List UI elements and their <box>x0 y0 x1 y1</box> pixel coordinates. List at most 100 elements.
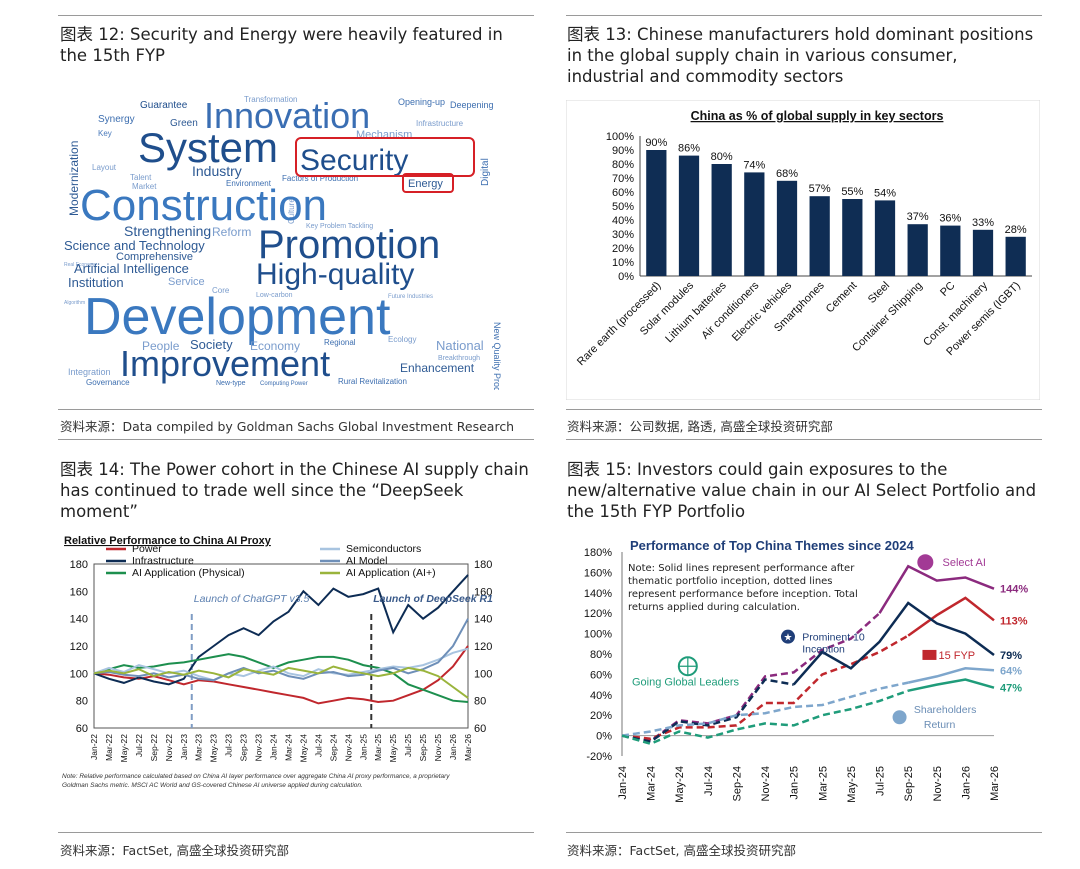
bar <box>678 155 700 276</box>
legend-label: Semiconductors <box>346 543 421 555</box>
wc-word: Future Industries <box>388 294 433 300</box>
series-label: 15 FYP <box>938 650 975 662</box>
series-line <box>907 667 995 684</box>
y-tick-label: 20% <box>612 243 634 255</box>
data-label: 33% <box>972 217 994 229</box>
x-tick-label: Nov-25 <box>433 734 443 762</box>
x-tick-label: Jul-25 <box>403 734 413 757</box>
wc-word: Guarantee <box>140 100 188 111</box>
wc-word: Energy <box>408 178 443 190</box>
wc-word: Transformation <box>244 95 298 104</box>
x-tick-label: Sep-22 <box>149 734 159 762</box>
x-tick-label: May-25 <box>846 766 858 803</box>
wc-word: Strengthening <box>124 223 211 239</box>
y-tick-label: 60% <box>612 187 634 199</box>
wc-word: New-type <box>216 380 246 387</box>
wc-word: Ecology <box>388 335 416 344</box>
chart-note: Goldman Sachs metric. MSCI AC World and … <box>62 782 363 789</box>
y-tick-label: 120% <box>584 608 612 620</box>
y-tick-label: 40% <box>612 215 634 227</box>
wc-word: Breakthrough <box>438 355 480 362</box>
legend-label: Infrastructure <box>132 555 194 567</box>
end-label: 113% <box>1000 615 1028 627</box>
x-tick-label: Mar-25 <box>373 734 383 761</box>
x-tick-label: May-22 <box>119 734 129 763</box>
y-tick-label: 140% <box>584 588 612 600</box>
bar <box>874 200 896 276</box>
wc-word: Environment <box>226 179 272 188</box>
wc-word: Society <box>190 337 233 352</box>
series-line <box>93 618 469 682</box>
x-tick-label: Sep-24 <box>328 734 338 762</box>
wc-word: Factors of Production <box>282 174 358 183</box>
series-line <box>93 574 469 686</box>
chart-title: China as % of global supply in key secto… <box>691 109 944 123</box>
x-tick-label: Sep-23 <box>239 734 249 762</box>
x-tick-label: Jul-25 <box>875 766 887 796</box>
chart-title: Performance of Top China Themes since 20… <box>630 538 914 553</box>
bar <box>711 164 732 276</box>
end-label: 47% <box>1000 683 1022 695</box>
wc-word: Real Economy <box>64 262 97 268</box>
wc-word: High-quality <box>256 258 414 291</box>
wc-word: Improvement <box>120 343 330 384</box>
bar <box>940 225 961 276</box>
wc-word: Digital <box>480 158 491 186</box>
wc-word: Artificial Intelligence <box>74 261 189 276</box>
fig14-title: 图表 14: The Power cohort in the Chinese A… <box>60 460 529 521</box>
wc-word: Reform <box>212 225 251 239</box>
x-tick-label: Sep-25 <box>418 734 428 762</box>
data-label: 80% <box>711 151 733 163</box>
y2-tick-label: 80 <box>474 696 486 708</box>
data-label: 74% <box>743 159 765 171</box>
annotation: Launch of DeepSeek R1 <box>373 593 493 605</box>
wc-word: Science and Technology <box>64 238 205 253</box>
data-label: 55% <box>841 186 863 198</box>
series-line <box>621 681 909 737</box>
chart-note: Note: Solid lines represent performance … <box>628 563 858 613</box>
series-line <box>907 596 995 637</box>
bar <box>744 172 765 276</box>
wc-word: Economy <box>250 339 300 353</box>
wc-word: Governance <box>86 378 130 387</box>
x-tick-label: Nov-23 <box>254 734 264 762</box>
x-tick-label: Mar-26 <box>989 766 1001 801</box>
wc-word: Modernization <box>67 141 81 216</box>
x-tick-label: Sep-25 <box>903 766 915 801</box>
fig12-title: 图表 12: Security and Energy were heavily … <box>60 25 503 65</box>
annotation: Launch of ChatGPT v3.5 <box>194 593 310 605</box>
chart-frame <box>565 99 1041 401</box>
fig13-chart: China as % of global supply in key secto… <box>565 99 1041 401</box>
series-label: Inception <box>802 644 845 656</box>
bar <box>776 180 798 276</box>
bar <box>972 229 994 276</box>
series-line <box>93 647 469 682</box>
series-line <box>93 645 469 705</box>
bar <box>907 224 928 276</box>
fig14-source: 资料来源：FactSet, 高盛全球投资研究部 <box>60 843 289 858</box>
y-tick-label: 10% <box>612 257 634 269</box>
y-tick-label: 50% <box>612 201 634 213</box>
fig15-title: 图表 15: Investors could gain exposures to… <box>567 460 1037 521</box>
fig15-chart: Performance of Top China Themes since 20… <box>566 534 1040 828</box>
star-glyph: ★ <box>783 633 792 644</box>
wc-word: Green <box>170 118 198 129</box>
y-tick-label: 80% <box>612 159 634 171</box>
x-tick-label: May-23 <box>209 734 219 763</box>
fig15-source: 资料来源：FactSet, 高盛全球投资研究部 <box>567 843 796 858</box>
x-tick-label: Sep-24 <box>731 766 743 801</box>
line-chart-svg: Performance of Top China Themes since 20… <box>584 538 1028 803</box>
bar <box>809 196 830 276</box>
series-label: Select AI <box>942 557 985 569</box>
fig14-chart: Relative Performance to China AI Proxy 6… <box>58 530 534 800</box>
series-line <box>93 665 469 699</box>
chart-note: Note: Relative performance calculated ba… <box>62 773 450 780</box>
y-tick-label: 0% <box>618 271 634 283</box>
y-tick-label: 60 <box>76 723 88 735</box>
wc-word: People <box>142 339 180 353</box>
wc-word: Key <box>98 129 112 138</box>
plot-frame <box>93 563 469 729</box>
y-tick-label: -20% <box>586 751 612 763</box>
series-label: Return <box>924 719 956 731</box>
fig13-source: 资料来源：公司数据, 路透, 高盛全球投资研究部 <box>567 419 833 434</box>
